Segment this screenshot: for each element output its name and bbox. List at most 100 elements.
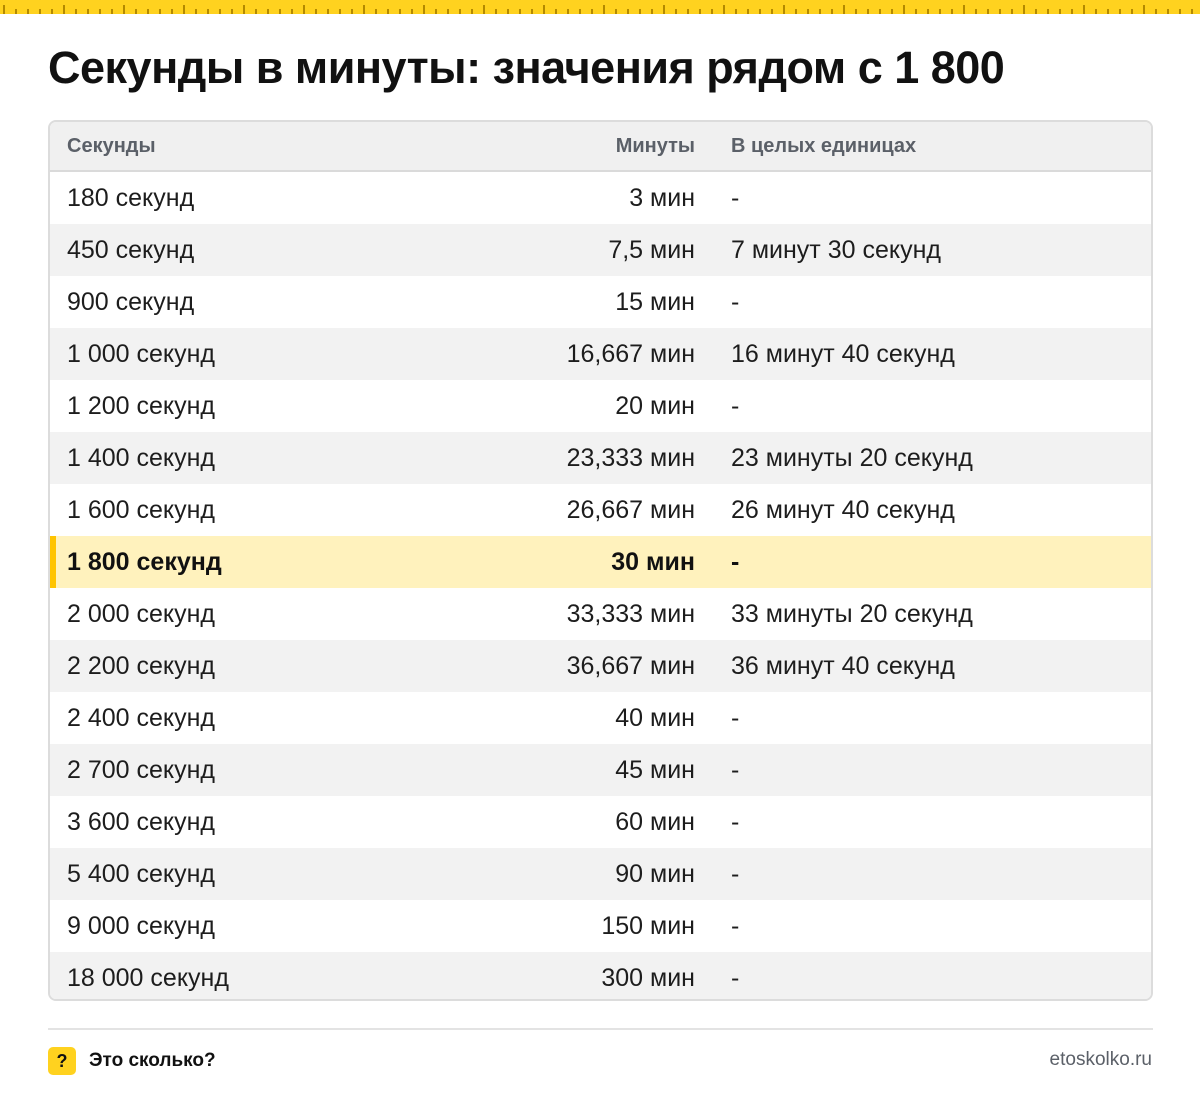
- cell-whole-units: -: [731, 755, 740, 784]
- cell-whole-units: -: [731, 183, 740, 212]
- ruler-tick: [111, 9, 113, 14]
- ruler-tick: [339, 9, 341, 14]
- table-row: 1 000 секунд 16,667 мин 16 минут 40 секунд: [50, 328, 1151, 380]
- table-row: 1 600 секунд 26,667 мин 26 минут 40 секунд: [50, 484, 1151, 536]
- ruler-tick: [1143, 5, 1145, 14]
- ruler-tick: [123, 5, 125, 14]
- question-mark-icon: ?: [48, 1047, 76, 1075]
- cell-seconds: 5 400 секунд: [67, 859, 216, 888]
- table-row: 18 000 секунд 300 мин -: [50, 952, 1151, 999]
- ruler-tick: [435, 9, 437, 14]
- cell-minutes: 23,333 мин: [566, 443, 695, 472]
- cell-seconds: 2 400 секунд: [67, 703, 216, 732]
- ruler-tick: [267, 9, 269, 14]
- ruler-tick: [567, 9, 569, 14]
- ruler-tick: [243, 5, 245, 14]
- ruler-tick: [651, 9, 653, 14]
- cell-minutes: 300 мин: [601, 963, 695, 992]
- cell-seconds: 900 секунд: [67, 287, 195, 316]
- cell-minutes: 20 мин: [615, 391, 695, 420]
- cell-minutes: 33,333 мин: [566, 599, 695, 628]
- site-url[interactable]: etoskolko.ru: [1049, 1049, 1152, 1070]
- ruler-tick: [75, 9, 77, 14]
- ruler-tick: [807, 9, 809, 14]
- ruler-tick: [519, 9, 521, 14]
- table-header: Секунды Минуты В целых единицах: [50, 122, 1151, 172]
- ruler-tick: [219, 9, 221, 14]
- ruler-tick: [1107, 9, 1109, 14]
- ruler-tick: [3, 5, 5, 14]
- ruler-tick: [711, 9, 713, 14]
- ruler-tick: [483, 5, 485, 14]
- ruler-tick: [987, 9, 989, 14]
- cell-seconds: 3 600 секунд: [67, 807, 216, 836]
- ruler-tick: [315, 9, 317, 14]
- ruler-tick: [591, 9, 593, 14]
- ruler-tick: [891, 9, 893, 14]
- cell-whole-units: 33 минуты 20 секунд: [731, 599, 973, 628]
- ruler-tick: [1167, 9, 1169, 14]
- cell-minutes: 7,5 мин: [608, 235, 695, 264]
- cell-whole-units: 16 минут 40 секунд: [731, 339, 955, 368]
- ruler-tick: [1083, 5, 1085, 14]
- cell-minutes: 36,667 мин: [566, 651, 695, 680]
- cell-seconds: 18 000 секунд: [67, 963, 229, 992]
- ruler-tick: [63, 5, 65, 14]
- table-row: 2 000 секунд 33,333 мин 33 минуты 20 секун…: [50, 588, 1151, 640]
- ruler-tick: [1011, 9, 1013, 14]
- cell-whole-units: -: [731, 391, 740, 420]
- cell-whole-units: -: [731, 859, 740, 888]
- ruler-tick: [1059, 9, 1061, 14]
- column-header-minutes: Минуты: [615, 134, 695, 157]
- ruler-tick: [171, 9, 173, 14]
- ruler-tick: [783, 5, 785, 14]
- cell-whole-units: 23 минуты 20 секунд: [731, 443, 973, 472]
- ruler-tick: [675, 9, 677, 14]
- ruler-tick: [99, 9, 101, 14]
- ruler-tick: [459, 9, 461, 14]
- ruler-tick: [411, 9, 413, 14]
- cell-whole-units: -: [731, 911, 740, 940]
- ruler-tick: [327, 9, 329, 14]
- brand-logo[interactable]: ? Это сколько?: [48, 1047, 216, 1075]
- ruler-tick: [843, 5, 845, 14]
- cell-minutes: 150 мин: [601, 911, 695, 940]
- ruler-tick: [555, 9, 557, 14]
- ruler-tick: [159, 9, 161, 14]
- ruler-tick: [951, 9, 953, 14]
- cell-whole-units: -: [731, 807, 740, 836]
- ruler-tick: [447, 9, 449, 14]
- cell-seconds: 1 800 секунд: [67, 547, 222, 576]
- ruler-tick: [375, 9, 377, 14]
- footer-divider: [48, 1028, 1153, 1030]
- ruler-tick: [423, 5, 425, 14]
- cell-seconds: 2 200 секунд: [67, 651, 216, 680]
- ruler-tick: [627, 9, 629, 14]
- cell-seconds: 180 секунд: [67, 183, 195, 212]
- ruler-tick: [1179, 9, 1181, 14]
- ruler-tick: [879, 9, 881, 14]
- ruler-tick: [975, 9, 977, 14]
- cell-whole-units: -: [731, 287, 740, 316]
- ruler-tick: [639, 9, 641, 14]
- ruler-tick: [303, 5, 305, 14]
- ruler-tick: [1047, 9, 1049, 14]
- ruler-tick: [663, 5, 665, 14]
- ruler-tick: [51, 9, 53, 14]
- ruler-tick: [87, 9, 89, 14]
- ruler-tick: [351, 9, 353, 14]
- cell-seconds: 1 400 секунд: [67, 443, 216, 472]
- ruler-tick: [363, 5, 365, 14]
- ruler-ticks: [3, 5, 1193, 14]
- ruler-tick: [615, 9, 617, 14]
- ruler-tick: [147, 9, 149, 14]
- cell-whole-units: 26 минут 40 секунд: [731, 495, 955, 524]
- ruler-tick: [927, 9, 929, 14]
- table-row: 9 000 секунд 150 мин -: [50, 900, 1151, 952]
- ruler-tick: [999, 9, 1001, 14]
- ruler-tick: [1023, 5, 1025, 14]
- page-title: Секунды в минуты: значения рядом с 1 800: [48, 42, 1005, 93]
- cell-minutes: 60 мин: [615, 807, 695, 836]
- ruler-tick: [15, 9, 17, 14]
- ruler-tick: [1035, 9, 1037, 14]
